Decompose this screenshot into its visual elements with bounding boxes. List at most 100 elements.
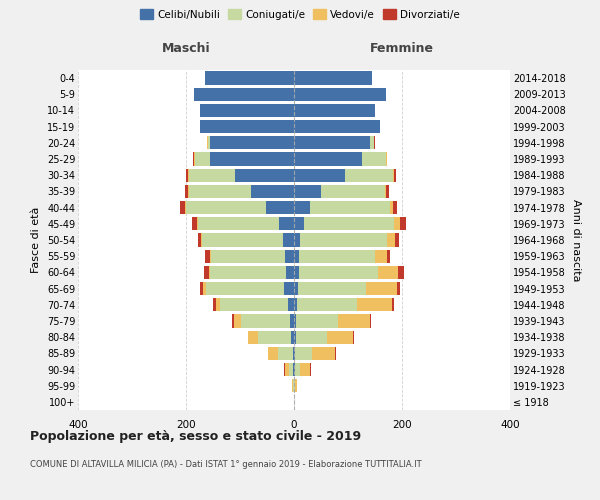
Bar — [185, 185, 188, 198]
Bar — [209, 266, 211, 279]
Bar — [297, 298, 356, 312]
Bar — [205, 250, 210, 263]
Bar — [321, 185, 385, 198]
Bar — [304, 217, 394, 230]
Bar — [294, 379, 295, 392]
Bar — [233, 314, 241, 328]
Bar — [400, 217, 406, 230]
Bar — [385, 185, 386, 198]
Bar — [287, 298, 294, 312]
Bar — [289, 363, 293, 376]
Bar — [387, 250, 389, 263]
Bar — [284, 282, 294, 295]
Bar — [294, 104, 375, 117]
Bar — [299, 266, 378, 279]
Text: Maschi: Maschi — [161, 42, 211, 55]
Bar — [393, 168, 394, 182]
Bar — [199, 234, 201, 246]
Bar — [294, 346, 295, 360]
Bar — [397, 282, 400, 295]
Bar — [185, 201, 186, 214]
Bar — [310, 363, 311, 376]
Bar — [284, 363, 285, 376]
Bar — [301, 234, 387, 246]
Bar — [335, 346, 336, 360]
Bar — [216, 298, 220, 312]
Bar — [290, 314, 294, 328]
Bar — [266, 201, 294, 214]
Bar — [346, 168, 393, 182]
Bar — [279, 217, 294, 230]
Bar — [296, 314, 338, 328]
Bar — [353, 330, 354, 344]
Bar — [294, 136, 370, 149]
Bar — [294, 250, 299, 263]
Bar — [313, 346, 335, 360]
Bar — [203, 282, 206, 295]
Bar — [198, 217, 279, 230]
Bar — [356, 298, 392, 312]
Bar — [213, 298, 216, 312]
Bar — [300, 363, 310, 376]
Bar — [386, 185, 389, 198]
Bar — [294, 234, 301, 246]
Bar — [205, 72, 294, 85]
Bar — [211, 136, 294, 149]
Bar — [294, 152, 361, 166]
Bar — [195, 152, 211, 166]
Bar — [188, 168, 235, 182]
Bar — [295, 346, 313, 360]
Bar — [370, 314, 371, 328]
Bar — [194, 88, 294, 101]
Bar — [338, 314, 370, 328]
Bar — [298, 282, 366, 295]
Bar — [201, 234, 202, 246]
Bar — [211, 250, 286, 263]
Bar — [296, 330, 327, 344]
Y-axis label: Anni di nascita: Anni di nascita — [571, 198, 581, 281]
Bar — [394, 168, 396, 182]
Bar — [232, 314, 233, 328]
Bar — [299, 250, 375, 263]
Bar — [197, 217, 198, 230]
Bar — [390, 201, 393, 214]
Bar — [294, 168, 346, 182]
Bar — [189, 185, 251, 198]
Bar — [200, 282, 203, 295]
Bar — [199, 104, 294, 117]
Bar — [327, 330, 353, 344]
Bar — [294, 201, 310, 214]
Bar — [202, 234, 283, 246]
Bar — [366, 282, 397, 295]
Bar — [361, 152, 386, 166]
Bar — [268, 346, 278, 360]
Bar — [199, 120, 294, 134]
Bar — [258, 330, 292, 344]
Bar — [294, 266, 299, 279]
Bar — [278, 346, 293, 360]
Bar — [193, 152, 194, 166]
Bar — [193, 217, 197, 230]
Text: Popolazione per età, sesso e stato civile - 2019: Popolazione per età, sesso e stato civil… — [30, 430, 361, 443]
Bar — [294, 282, 298, 295]
Bar — [210, 266, 286, 279]
Bar — [294, 298, 297, 312]
Bar — [395, 234, 400, 246]
Bar — [295, 363, 300, 376]
Bar — [387, 234, 395, 246]
Bar — [210, 250, 211, 263]
Bar — [294, 217, 304, 230]
Bar — [251, 185, 294, 198]
Bar — [375, 250, 387, 263]
Bar — [211, 152, 294, 166]
Bar — [310, 201, 390, 214]
Bar — [378, 266, 398, 279]
Bar — [206, 282, 284, 295]
Bar — [292, 379, 293, 392]
Bar — [179, 201, 185, 214]
Bar — [294, 72, 372, 85]
Bar — [248, 330, 258, 344]
Bar — [294, 330, 296, 344]
Bar — [194, 152, 195, 166]
Bar — [204, 266, 209, 279]
